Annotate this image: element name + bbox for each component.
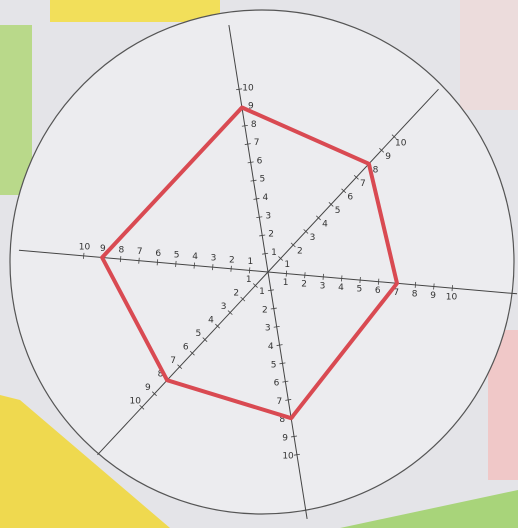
tick-label: 9 [430, 291, 436, 301]
tick-label: 1 [284, 260, 290, 270]
tick-label: 7 [254, 138, 260, 148]
tick-label: 4 [338, 283, 344, 293]
tick-mark [378, 279, 379, 285]
tick-label: 6 [183, 343, 189, 353]
tick-label: 2 [268, 230, 274, 240]
tick-label: 1 [271, 248, 277, 258]
tick-label: 4 [192, 252, 198, 262]
tick-mark [212, 264, 213, 270]
tick-label: 2 [297, 247, 303, 257]
tick-label: 4 [268, 342, 274, 352]
tick-label: 10 [446, 293, 458, 303]
tick-label: 6 [274, 379, 280, 389]
tick-label: 7 [277, 397, 283, 407]
tick-label: 9 [282, 433, 288, 443]
tick-label: 4 [322, 220, 328, 230]
tick-label: 5 [335, 206, 341, 216]
tick-label: 8 [251, 120, 257, 130]
tick-label: 6 [375, 286, 381, 296]
outer-circle [10, 10, 514, 514]
tick-label: 1 [247, 257, 253, 267]
tick-label: 5 [356, 285, 362, 295]
tick-label: 5 [271, 360, 277, 370]
tick-label: 6 [257, 156, 263, 166]
tick-label: 7 [137, 247, 143, 257]
tick-mark [176, 261, 177, 267]
tick-mark [360, 277, 361, 283]
tick-label: 3 [320, 281, 326, 291]
tick-mark [341, 275, 342, 281]
tick-label: 10 [282, 452, 294, 462]
tick-label: 1 [246, 275, 252, 285]
tick-label: 10 [395, 138, 407, 148]
tick-label: 10 [79, 242, 91, 252]
tick-mark [434, 284, 435, 290]
tick-label: 9 [385, 152, 391, 162]
tick-mark [194, 263, 195, 269]
tick-mark [249, 267, 250, 273]
tick-label: 5 [195, 329, 201, 339]
tick-label: 2 [233, 288, 239, 298]
tick-label: 10 [130, 397, 142, 407]
tick-label: 6 [155, 249, 161, 259]
tick-mark [157, 259, 158, 265]
tick-label: 4 [208, 315, 214, 325]
tick-label: 3 [211, 254, 217, 264]
tick-label: 8 [412, 289, 418, 299]
tick-mark [305, 272, 306, 278]
tick-mark [323, 274, 324, 280]
tick-mark [139, 258, 140, 264]
tick-label: 9 [145, 383, 151, 393]
sticky-note [460, 0, 518, 110]
tick-label: 3 [265, 324, 271, 334]
tick-label: 1 [283, 278, 289, 288]
chart: 1234567891012345678910123456789101234567… [0, 0, 518, 528]
tick-mark [452, 285, 453, 291]
tick-label: 5 [174, 250, 180, 260]
tick-mark [415, 282, 416, 288]
tick-label: 5 [260, 175, 266, 185]
tick-label: 8 [373, 165, 379, 175]
page: 1234567891012345678910123456789101234567… [0, 0, 518, 528]
tick-label: 7 [360, 179, 366, 189]
tick-label: 2 [301, 280, 307, 290]
tick-label: 3 [265, 211, 271, 221]
tick-label: 7 [170, 356, 176, 366]
tick-label: 4 [262, 193, 268, 203]
tick-label: 2 [262, 305, 268, 315]
tick-label: 10 [242, 83, 254, 93]
tick-label: 2 [229, 255, 235, 265]
tick-label: 3 [310, 233, 316, 243]
tick-mark [231, 266, 232, 272]
tick-mark [83, 253, 84, 259]
tick-label: 3 [221, 302, 227, 312]
tick-label: 8 [118, 246, 124, 256]
tick-mark [120, 256, 121, 262]
tick-label: 6 [347, 192, 353, 202]
tick-mark [286, 271, 287, 277]
tick-label: 1 [259, 287, 265, 297]
